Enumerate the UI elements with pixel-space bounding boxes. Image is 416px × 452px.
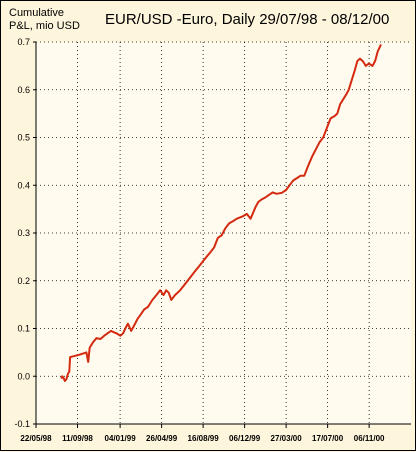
y-axis-label-line-1: Cumulative <box>9 7 65 19</box>
y-tick-label: 0.4 <box>17 180 30 190</box>
y-tick-label: 0.7 <box>17 37 30 47</box>
x-tick-label: 06/12/99 <box>229 434 261 443</box>
pnl-series-line <box>60 43 382 382</box>
x-tick-label: 06/11/00 <box>354 434 385 443</box>
y-tick-label: 0.5 <box>17 133 30 143</box>
x-tick-label: 17/07/00 <box>312 434 344 443</box>
x-tick-label: 11/09/98 <box>62 434 93 443</box>
y-tick-label: 0.1 <box>17 324 30 334</box>
y-axis-label: Cumulative P&L, mio USD <box>9 7 80 33</box>
y-tick-label: 0.0 <box>17 371 30 381</box>
y-tick-label: 0.6 <box>17 85 30 95</box>
y-tick-label: -0.1 <box>14 419 30 429</box>
y-axis-label-line-2: P&L, mio USD <box>9 20 80 32</box>
x-tick-label: 16/08/99 <box>188 434 220 443</box>
x-tick-label: 04/01/99 <box>105 434 137 443</box>
x-tick-label: 26/04/99 <box>146 434 178 443</box>
x-tick-label: 27/03/00 <box>271 434 303 443</box>
chart-title: EUR/USD -Euro, Daily 29/07/98 - 08/12/00 <box>105 11 390 28</box>
x-tick-label: 22/05/98 <box>20 434 52 443</box>
y-tick-label: 0.2 <box>17 276 30 286</box>
y-tick-label: 0.3 <box>17 228 30 238</box>
